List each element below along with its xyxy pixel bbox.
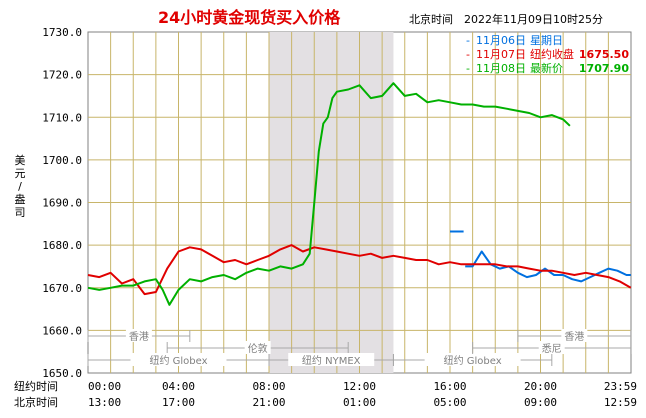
legend-date: 11月08日 [476,62,526,75]
legend-value: 1675.50 [579,48,629,61]
legend-label: 星期日 [530,34,563,47]
time-tick-label: 17:00 [162,396,195,409]
legend-dash: - [466,34,470,47]
chart-legend: -11月06日 星期日- 11月07日 纽约收盘 1675.50- 11月08日 最新价 17… [466,34,629,75]
series-line [87,82,571,306]
y-axis-tick-labels: 1650.0 1660.0 1670.0 1680.0 1690.0 1700.0 1710… [42,26,82,380]
price-series-lines [87,82,632,306]
y-axis-label-char: 司 [15,206,26,219]
market-label: 伦敦 [248,342,268,355]
y-axis-label-char: 美 [15,154,26,167]
market-label: 香港 [564,331,584,343]
time-tick-label: 09:00 [524,396,557,409]
y-tick-label: 1710.0 [42,111,82,124]
y-tick-label: 1720.0 [42,69,82,82]
y-tick-label: 1680.0 [42,239,82,252]
market-label-bg [125,329,152,342]
market-label: 香港 [129,331,149,343]
time-tick-label: 16:00 [433,380,466,393]
market-label-bg [424,353,521,366]
legend-value: 1707.90 [579,62,629,75]
market-label-bg [538,341,565,354]
y-tick-label: 1660.0 [42,324,82,337]
y-axis-label-char: 元 [15,167,26,180]
legend-date: 11月06日 [476,34,526,47]
y-axis-label: 美元/盎司 [15,154,26,219]
market-label-bg [288,353,375,366]
time-tick-label: 08:00 [252,380,285,393]
y-tick-label: 1690.0 [42,197,82,210]
legend-label: 纽约收盘 [530,47,574,61]
legend-dash: - [466,62,470,75]
market-label: 纽约 NYMEX [302,354,361,367]
time-tick-label: 12:00 [343,380,376,393]
time-tick-label: 21:00 [252,396,285,409]
time-tick-label: 00:00 [88,380,121,393]
series-line [87,244,632,296]
time-tick-label: 12:59 [604,396,637,409]
time-tick-label: 23:59 [604,380,637,393]
y-tick-label: 1730.0 [42,26,82,39]
y-axis-label-char: / [18,180,22,193]
grid-lines [88,32,631,373]
time-row-label: 纽约时间 [14,379,58,393]
chart-title: 24小时黄金现货买入价格 [158,8,341,27]
y-tick-label: 1700.0 [42,154,82,167]
time-tick-label: 13:00 [88,396,121,409]
time-tick-label: 05:00 [433,396,466,409]
market-label: 悉尼 [542,343,562,355]
market-label-bg [130,353,227,366]
time-tick-label: 04:00 [162,380,195,393]
beijing-datetime: 北京时间 2022年11月09日10时25分 [409,12,603,26]
legend-label: 最新价 [530,61,563,75]
legend-date: 11月07日 [476,48,526,61]
market-label: 纽约 Globex [149,354,207,367]
market-label: 纽约 Globex [444,354,502,367]
time-row-label: 北京时间 [14,395,58,409]
legend-dash: - [466,48,470,61]
market-label-bg [561,329,588,342]
time-tick-label: 01:00 [343,396,376,409]
time-tick-label: 20:00 [524,380,557,393]
market-label-bg [244,341,271,354]
y-tick-label: 1670.0 [42,282,82,295]
time-axis-rows: 纽约时间 00:00 04:00 08:00 12:00 16:00 20:00 23:59 北… [14,379,637,409]
y-tick-label: 1650.0 [42,367,82,380]
y-axis-label-char: 盎 [15,192,26,206]
